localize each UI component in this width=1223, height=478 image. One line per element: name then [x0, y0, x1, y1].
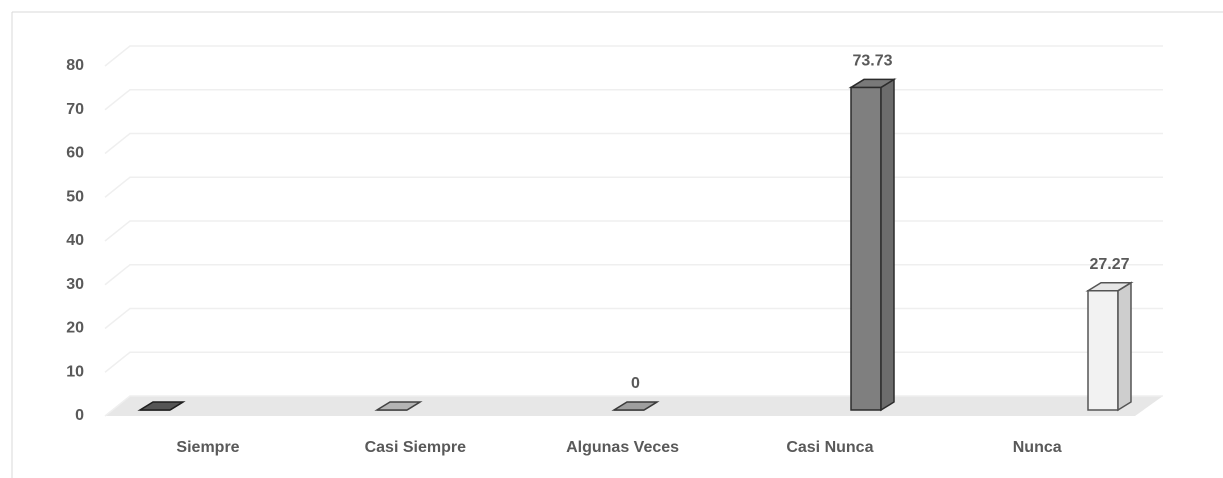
grid-line	[104, 264, 1163, 286]
x-tick-label: Casi Siempre	[365, 439, 466, 456]
x-tick-label: Siempre	[176, 439, 239, 456]
y-tick-label: 80	[66, 57, 84, 74]
grid-line	[104, 307, 1163, 330]
x-tick-label: Nunca	[1013, 439, 1062, 456]
bar-face	[1117, 281, 1132, 412]
bar-face	[374, 401, 423, 411]
grid-line	[104, 220, 1163, 242]
bar-face	[850, 86, 882, 411]
y-tick-label: 40	[66, 232, 84, 249]
grid-line	[104, 45, 1163, 67]
data-label: 27.27	[1089, 256, 1129, 273]
bar-face	[880, 78, 895, 412]
grid-line	[104, 89, 1163, 111]
bar-face	[1087, 289, 1119, 411]
bar-face	[848, 78, 897, 89]
y-tick-label: 30	[66, 276, 84, 293]
x-tick-label: Casi Nunca	[786, 439, 873, 456]
y-tick-label: 20	[66, 320, 84, 337]
y-tick-label: 70	[66, 101, 84, 118]
y-tick-label: 50	[66, 188, 84, 205]
data-label: 73.73	[852, 53, 892, 70]
grid-line	[104, 132, 1163, 155]
grid-line	[104, 395, 1163, 417]
bar-face	[1085, 281, 1134, 292]
y-tick-label: 10	[66, 363, 84, 380]
bar	[611, 401, 660, 411]
bar-face	[611, 401, 660, 411]
bar-face	[137, 401, 186, 411]
bar	[1085, 281, 1134, 412]
bar	[137, 401, 186, 411]
bar	[848, 78, 897, 412]
data-label: 0	[631, 375, 640, 392]
x-tick-label: Algunas Veces	[566, 439, 679, 456]
grid-line	[104, 351, 1163, 373]
bar	[374, 401, 423, 411]
y-tick-label: 60	[66, 145, 84, 162]
grid-line	[104, 176, 1163, 198]
y-tick-label: 0	[75, 407, 84, 424]
